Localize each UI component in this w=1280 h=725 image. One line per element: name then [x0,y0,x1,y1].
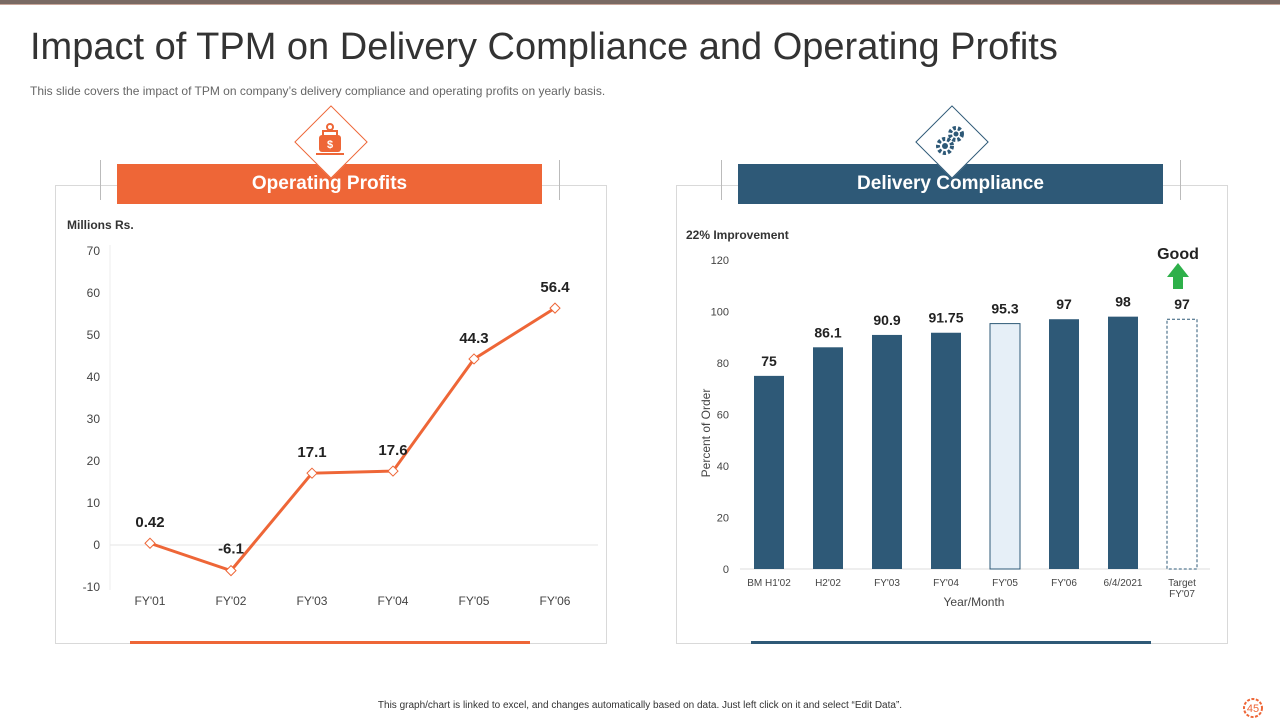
bar-x-tick-label: FY'03 [874,578,900,589]
line-y-tick-label: 70 [87,244,101,258]
compliance-data-label: 95.3 [991,301,1018,317]
line-y-tick-label: 20 [87,454,101,468]
bar-x-tick-label: BM H1'02 [747,578,791,589]
compliance-data-label: 86.1 [814,324,841,340]
bar-annotation: 22% Improvement [686,228,789,242]
left-panel-bracket-left [100,160,117,200]
profit-data-label: 17.6 [378,442,407,459]
bar-y-tick-label: 40 [717,461,729,473]
bar-x-tick-label: FY'06 [1051,578,1077,589]
line-y-tick-label: 0 [93,538,100,552]
bar-y-tick-label: 0 [723,564,729,576]
profit-data-point [387,465,399,477]
compliance-bar [1049,319,1079,569]
bar-y-tick-label: 20 [717,513,729,525]
line-x-tick-label: FY'06 [540,594,571,608]
line-y-axis-label: Millions Rs. [67,218,134,232]
top-border-line [0,0,1280,4]
svg-text:$: $ [327,139,333,151]
bar-x-tick-label: FY'04 [933,578,959,589]
line-y-tick-label: 60 [87,286,101,300]
compliance-bar [931,332,961,569]
compliance-bar [1108,316,1138,569]
bar-x-tick-label: 6/4/2021 [1104,578,1143,589]
page-subtitle: This slide covers the impact of TPM on c… [30,84,606,98]
line-x-tick-label: FY'05 [459,594,490,608]
profit-series-line [149,306,556,573]
page-number: 45 [1246,703,1260,715]
compliance-bar [1166,318,1198,570]
profit-data-point [144,537,156,549]
footer-note: This graph/chart is linked to excel, and… [377,700,903,711]
bar-y-tick-label: 100 [711,307,729,319]
line-y-tick-label: 30 [87,412,101,426]
operating-profits-line-chart: Millions Rs. 70 60 50 40 30 20 10 0 -10 FY'01 FY'02… [67,218,598,608]
left-panel-bracket-right [543,160,560,200]
line-x-tick-label: FY'04 [378,594,409,608]
compliance-data-label: 90.9 [873,312,900,328]
bar-y-axis-label: Percent of Order [699,389,713,478]
line-y-tick-label: -10 [83,580,101,594]
profit-data-point [225,564,237,577]
page-title: Impact of TPM on Delivery Compliance and… [30,26,1058,68]
profit-data-label: 17.1 [297,444,326,461]
green-up-arrow-icon [1167,263,1189,289]
line-y-tick-label: 50 [87,328,101,342]
delivery-compliance-bar-chart: 22% Improvement 120 100 80 60 40 20 0 Percent of… [686,228,1210,609]
profit-data-label: -6.1 [218,541,244,558]
right-panel-bracket-left [721,160,738,200]
operating-profits-bottom-bar [130,641,530,644]
compliance-bar [872,334,902,569]
gear-page-icon [1237,696,1269,720]
right-panel-bracket-right [1164,160,1181,200]
compliance-data-label: 97 [1056,296,1072,312]
compliance-data-label: 97 [1174,296,1190,312]
bar-x-tick-label: FY'05 [992,578,1018,589]
bar-x-tick-label: H2'02 [815,578,841,589]
line-x-tick-label: FY'01 [135,594,166,608]
delivery-compliance-bottom-bar [751,641,1151,644]
profit-data-label: 0.42 [135,514,164,531]
money-bag-icon: $ [310,121,350,161]
bar-x-tick-label: Target [1168,578,1196,589]
profit-data-point [549,302,561,314]
operating-profits-panel [55,185,607,644]
bar-x-tick-label: FY'07 [1169,589,1195,600]
compliance-data-label: 75 [761,353,777,369]
compliance-data-label: 98 [1115,294,1131,310]
compliance-bar [989,323,1021,570]
line-x-tick-label: FY'03 [297,594,328,608]
profit-data-point [468,353,480,365]
good-label: Good [1157,246,1199,263]
line-y-tick-label: 10 [87,496,101,510]
line-x-tick-label: FY'02 [216,594,247,608]
profit-data-label: 56.4 [540,279,570,296]
profit-data-point [306,467,318,479]
bar-x-axis-label: Year/Month [944,595,1005,609]
compliance-data-label: 91.75 [928,310,963,326]
compliance-bar [813,347,843,569]
gears-icon [931,121,971,161]
compliance-bar [754,375,784,569]
line-y-tick-label: 40 [87,370,101,384]
bar-y-tick-label: 120 [711,255,729,267]
top-border-accent [0,4,1280,5]
bar-y-tick-label: 80 [717,358,729,370]
profit-data-label: 44.3 [459,330,488,347]
bar-y-tick-label: 60 [717,410,729,422]
